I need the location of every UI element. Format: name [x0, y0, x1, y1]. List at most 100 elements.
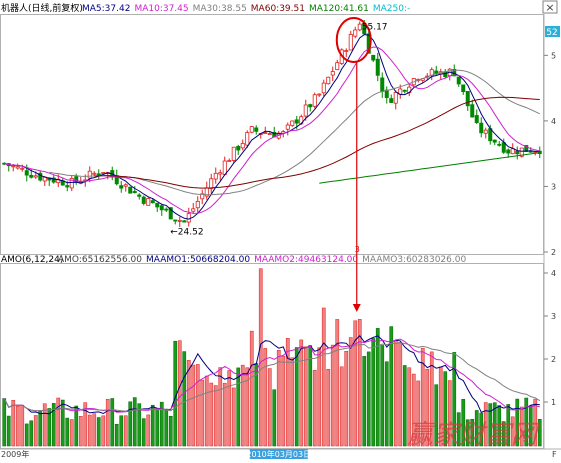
amo-bar	[281, 355, 286, 447]
amo-bar	[425, 368, 430, 447]
amo-bar	[65, 417, 70, 447]
candle	[515, 146, 520, 160]
amo-bar	[488, 403, 493, 447]
amo-bar	[398, 342, 403, 447]
amo-bar	[492, 402, 497, 447]
high-price-label: 55.17	[362, 22, 388, 32]
amo-bar	[276, 349, 281, 447]
amo-bar	[510, 416, 515, 447]
candle	[132, 185, 137, 194]
candle	[303, 99, 308, 121]
candle	[479, 117, 484, 138]
amo-bar	[258, 268, 263, 447]
amo-bar	[380, 345, 385, 447]
amo-bar	[204, 375, 209, 447]
amo-bar	[470, 418, 475, 447]
amo-bar	[2, 398, 7, 447]
amo-bar	[218, 367, 223, 447]
watermark: 赢家财富网	[407, 420, 540, 450]
candle	[506, 148, 511, 158]
candle	[308, 103, 313, 112]
price-tick-label: 3	[551, 182, 556, 191]
amo-bar	[447, 380, 452, 447]
amo-bar	[20, 404, 25, 447]
candle	[254, 125, 259, 135]
amo-bar	[128, 401, 133, 447]
amo-bar	[474, 410, 479, 447]
amo-bar	[267, 368, 272, 447]
candle	[155, 202, 160, 212]
amo-legend: AMO(6,12,24)AMO:65162556.00 MAAMO1:506682…	[1, 255, 466, 265]
amo-bar	[96, 417, 101, 447]
candle	[92, 171, 97, 177]
legend-ma30: MA30:38.55	[193, 4, 247, 14]
amo-bar	[114, 423, 119, 447]
amo-bar	[299, 339, 304, 447]
amo-bar	[222, 382, 227, 447]
low-price-label: ←24.52	[170, 227, 203, 237]
amo-tick-label: 1	[551, 398, 556, 407]
amo-bar	[389, 326, 394, 447]
amo-bar	[29, 420, 34, 447]
amo-bar	[137, 403, 142, 447]
amo-bar	[83, 402, 88, 447]
candle	[191, 202, 196, 214]
candle	[245, 130, 250, 148]
amo-bar	[452, 352, 457, 447]
amo-bar	[411, 373, 416, 447]
candle	[353, 26, 358, 39]
amo-bar	[384, 361, 389, 447]
legend-amo: AMO:65162556.00	[58, 255, 142, 265]
amo-bar	[182, 351, 187, 447]
amo-bar	[141, 418, 146, 447]
amo-bar	[195, 364, 200, 447]
amo-bar	[272, 389, 277, 447]
candle	[38, 170, 43, 182]
amo-bar	[528, 405, 533, 447]
amo-bar	[339, 366, 344, 447]
amo-bar	[416, 380, 421, 447]
candle	[218, 169, 223, 181]
candle	[128, 186, 133, 194]
ma120-line	[319, 152, 540, 184]
amo-bar	[524, 397, 529, 447]
candle	[456, 76, 461, 87]
candle	[123, 183, 128, 192]
candle	[87, 166, 92, 183]
amo-bar	[434, 384, 439, 447]
close-button[interactable]: ×	[542, 0, 558, 14]
amo-bar	[366, 351, 371, 447]
amo-bar	[393, 340, 398, 447]
close-icon: ×	[545, 1, 554, 14]
amo-bar	[150, 404, 155, 447]
candle	[249, 126, 254, 134]
candle	[137, 193, 142, 200]
candle	[141, 195, 146, 206]
amo-bar	[74, 405, 79, 447]
candle	[213, 167, 218, 184]
amo-bar	[78, 415, 83, 447]
price-tick-label: 5	[551, 51, 556, 60]
amo-bar	[168, 416, 173, 447]
candle	[285, 122, 290, 136]
amo-bar	[519, 406, 524, 447]
amo-bar	[110, 398, 115, 447]
legend-maamo2: MAAMO2:49463124.00	[254, 255, 358, 265]
amo-bar	[290, 357, 295, 447]
price-tick-label: 4	[551, 117, 556, 126]
amo-bar	[443, 371, 448, 447]
amo-bar	[177, 340, 182, 447]
amo-bar	[236, 367, 241, 447]
amo-bar	[15, 405, 20, 447]
candle	[402, 89, 407, 94]
candle	[312, 92, 317, 109]
amo-bar	[263, 348, 268, 447]
amo-bar	[38, 410, 43, 447]
price-axis: 5 4 3 2 52	[544, 26, 560, 257]
candle	[497, 140, 502, 147]
amo-bar	[317, 347, 322, 447]
candle	[321, 79, 326, 97]
legend-maamo1: MAAMO1:50668204.00	[146, 255, 250, 265]
